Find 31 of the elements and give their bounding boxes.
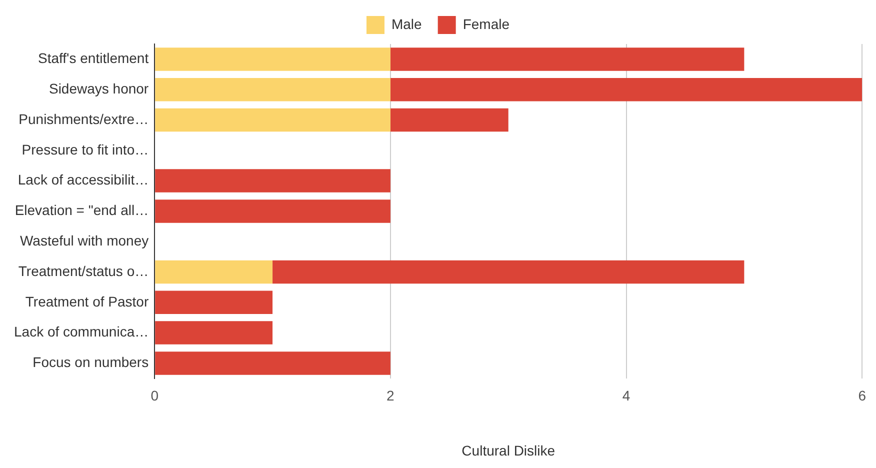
x-tick-label: 2 [386,388,395,404]
y-tick-label: Treatment/status o… [18,262,149,279]
bar [155,78,390,102]
x-tick-label: 0 [150,388,159,404]
y-tick-label: Elevation = "end all… [14,202,149,218]
bar [155,108,390,132]
bar [155,290,273,314]
y-tick-label: Lack of communica… [14,324,149,340]
bar [390,108,508,132]
bar [155,352,390,375]
y-tick-label: Wasteful with money [20,232,149,248]
x-axis-title: Cultural Dislike [462,442,556,458]
y-tick-label: Staff's entitlement [38,50,149,66]
y-tick-label: Lack of accessibilit… [18,172,149,188]
bar [390,78,862,102]
bar [155,260,273,284]
bar [272,260,744,284]
y-tick-label: Pressure to fit into… [22,141,149,158]
legend-label: Female [462,16,510,32]
bar [155,48,390,71]
y-tick-label: Punishments/extre… [18,110,149,127]
y-tick-label: Focus on numbers [32,354,149,370]
legend-label: Male [391,16,422,32]
y-tick-label: Treatment of Pastor [25,293,149,310]
bar [155,200,390,223]
bar [155,321,273,344]
bar [155,169,390,192]
y-tick-label: Sideways honor [48,80,149,96]
x-tick-label: 4 [622,388,630,404]
bar [390,48,744,71]
x-tick-label: 6 [858,388,866,404]
